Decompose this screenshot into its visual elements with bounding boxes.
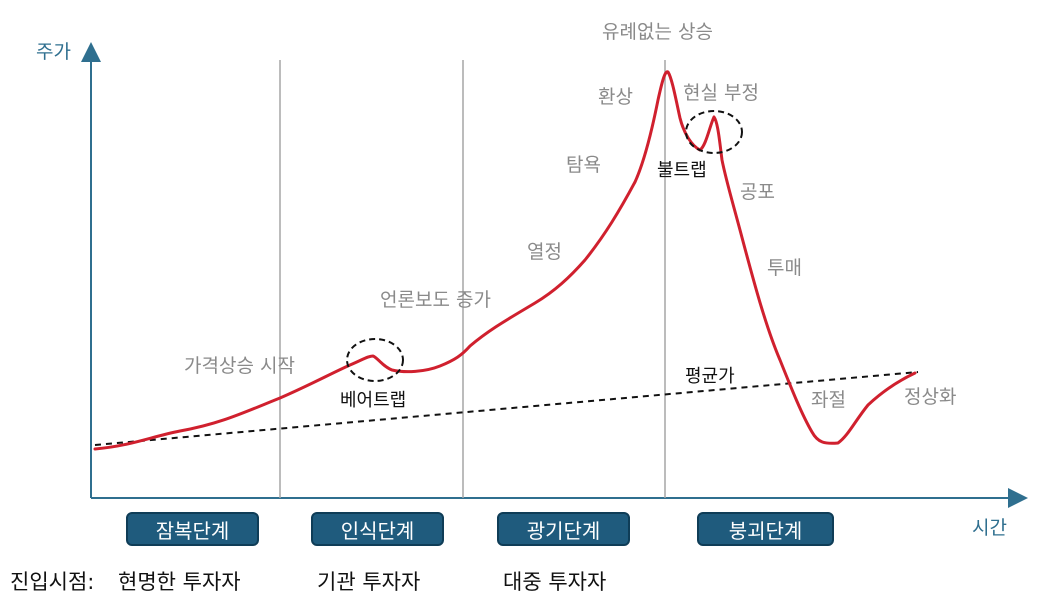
x-axis-label: 시간 (972, 517, 1007, 539)
stage-latent: 잠복단계 (126, 512, 259, 546)
mean-price-line (94, 371, 919, 446)
annotation-unprecedented-rise: 유례없는 상승 (602, 21, 713, 43)
stage-mania: 광기단계 (497, 512, 630, 546)
annotation-price-rise: 가격상승 시작 (184, 355, 295, 377)
stage-collapse: 붕괴단계 (697, 512, 834, 546)
y-axis-label: 주가 (36, 41, 71, 63)
bull-trap-marker (685, 110, 743, 154)
stage-awareness: 인식단계 (311, 512, 444, 546)
annotation-bull-trap: 불트랩 (657, 160, 707, 181)
annotation-enthusiasm: 열정 (527, 241, 562, 263)
entry-public-investor: 대중 투자자 (503, 570, 607, 594)
annotation-panic-sell: 투매 (767, 257, 802, 279)
annotation-fear: 공포 (740, 181, 775, 203)
annotation-mean: 평균가 (685, 366, 735, 387)
bear-trap-marker (346, 338, 404, 382)
annotation-illusion: 환상 (598, 86, 633, 108)
annotation-bear-trap: 베어트랩 (340, 390, 406, 411)
entry-smart-investor: 현명한 투자자 (118, 570, 241, 594)
annotation-normalization: 정상화 (904, 386, 956, 408)
annotation-media: 언론보도 증가 (380, 289, 491, 311)
annotation-despair: 좌절 (811, 389, 846, 411)
annotation-greed: 탐욕 (566, 154, 601, 176)
annotation-denial: 현실 부정 (683, 82, 759, 104)
price-curve (93, 70, 917, 451)
entry-prefix: 진입시점: (10, 570, 95, 594)
entry-institutional-investor: 기관 투자자 (317, 570, 421, 594)
